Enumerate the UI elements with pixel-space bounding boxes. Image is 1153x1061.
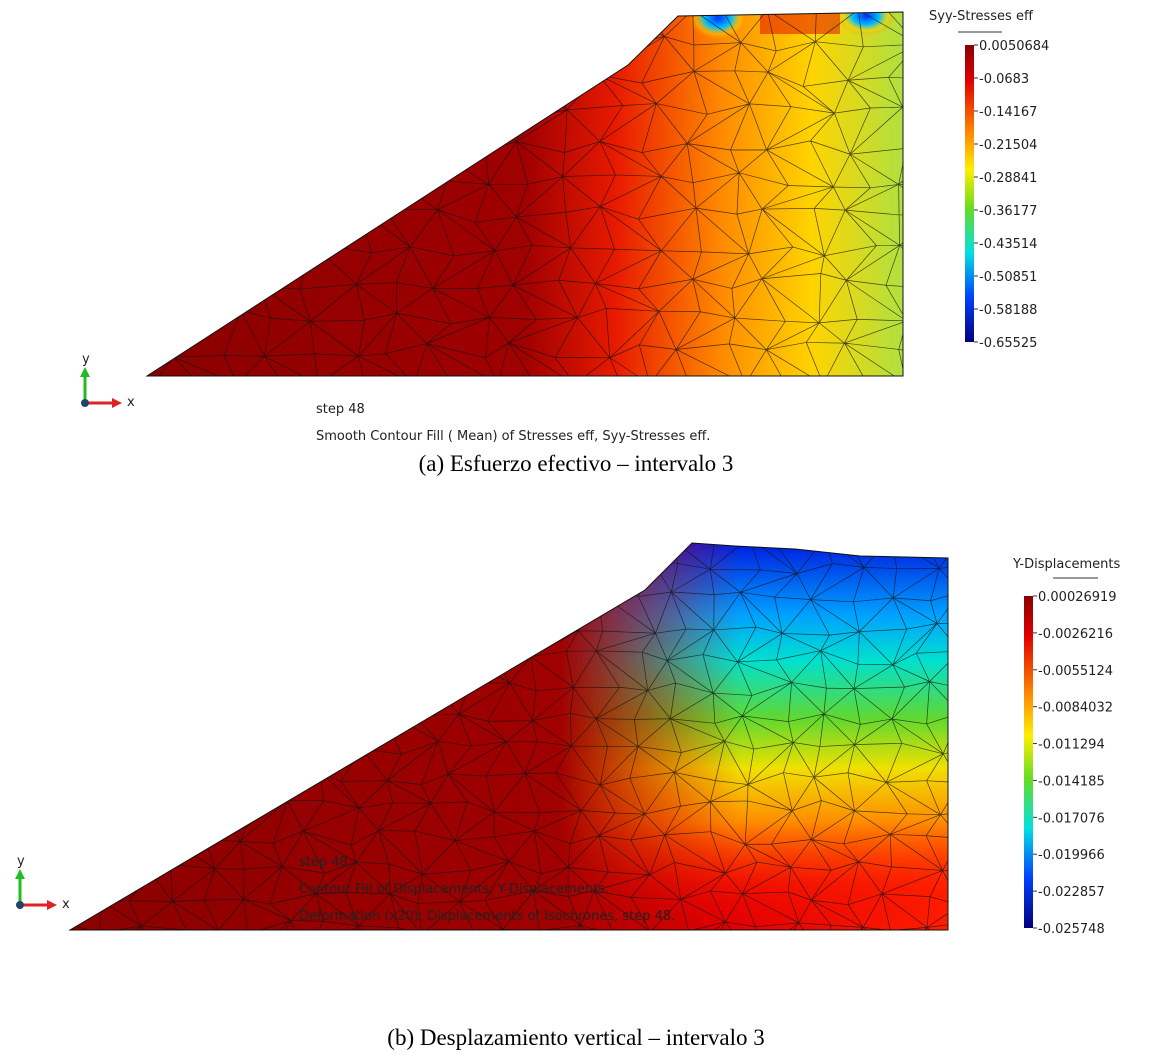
note: step 48 bbox=[316, 402, 365, 417]
axis-x-label: x bbox=[127, 395, 135, 410]
legend-label: -0.58188 bbox=[979, 303, 1037, 318]
legend-label: 0.0050684 bbox=[979, 39, 1049, 54]
legend-label: 0.00026919 bbox=[1038, 590, 1117, 605]
axis-x-head bbox=[112, 398, 122, 408]
note: Contour Fill of Displacements, Y-Displac… bbox=[299, 882, 609, 897]
axis-x-label: x bbox=[62, 897, 70, 912]
caption: (b) Desplazamiento vertical – intervalo … bbox=[387, 1025, 764, 1050]
caption: (a) Esfuerzo efectivo – intervalo 3 bbox=[419, 451, 734, 476]
axis-y-label: y bbox=[82, 352, 90, 367]
legend-title: Y-Displacements bbox=[1012, 557, 1120, 572]
stress-spots bbox=[688, 12, 896, 40]
axis-origin bbox=[81, 399, 89, 407]
contour-fill bbox=[147, 12, 903, 376]
note: Smooth Contour Fill ( Mean) of Stresses … bbox=[316, 429, 710, 444]
legend-label: -0.011294 bbox=[1038, 738, 1105, 753]
legend-label: -0.43514 bbox=[979, 237, 1037, 252]
axis-y-label: y bbox=[17, 854, 25, 869]
legend-label: -0.022857 bbox=[1038, 885, 1105, 900]
legend-label: -0.50851 bbox=[979, 270, 1037, 285]
legend-label: -0.0055124 bbox=[1038, 664, 1113, 679]
legend-label: -0.017076 bbox=[1038, 811, 1105, 826]
note: step 48 bbox=[299, 855, 348, 870]
legend-label: -0.019966 bbox=[1038, 848, 1105, 863]
axis-x-head bbox=[47, 900, 57, 910]
colorbar bbox=[1024, 596, 1033, 928]
legend-title: Syy-Stresses eff bbox=[929, 9, 1034, 24]
axis-y-head bbox=[15, 869, 25, 879]
legend-label: -0.28841 bbox=[979, 171, 1037, 186]
legend-label: -0.0084032 bbox=[1038, 701, 1113, 716]
axis-origin bbox=[16, 901, 24, 909]
legend-label: -0.025748 bbox=[1038, 922, 1105, 937]
legend-label: -0.65525 bbox=[979, 336, 1037, 351]
colorbar bbox=[965, 45, 974, 342]
legend-label: -0.0026216 bbox=[1038, 627, 1113, 642]
axis-y-head bbox=[80, 367, 90, 377]
legend-label: -0.14167 bbox=[979, 105, 1037, 120]
outline bbox=[145, 11, 904, 377]
legend-label: -0.36177 bbox=[979, 204, 1037, 219]
legend-label: -0.014185 bbox=[1038, 774, 1105, 789]
note: Deformation (x20): Displacements of Isoc… bbox=[299, 909, 675, 924]
legend-label: -0.21504 bbox=[979, 138, 1037, 153]
panel-a bbox=[145, 11, 1002, 377]
outline bbox=[68, 542, 949, 931]
legend-label: -0.0683 bbox=[979, 72, 1029, 87]
